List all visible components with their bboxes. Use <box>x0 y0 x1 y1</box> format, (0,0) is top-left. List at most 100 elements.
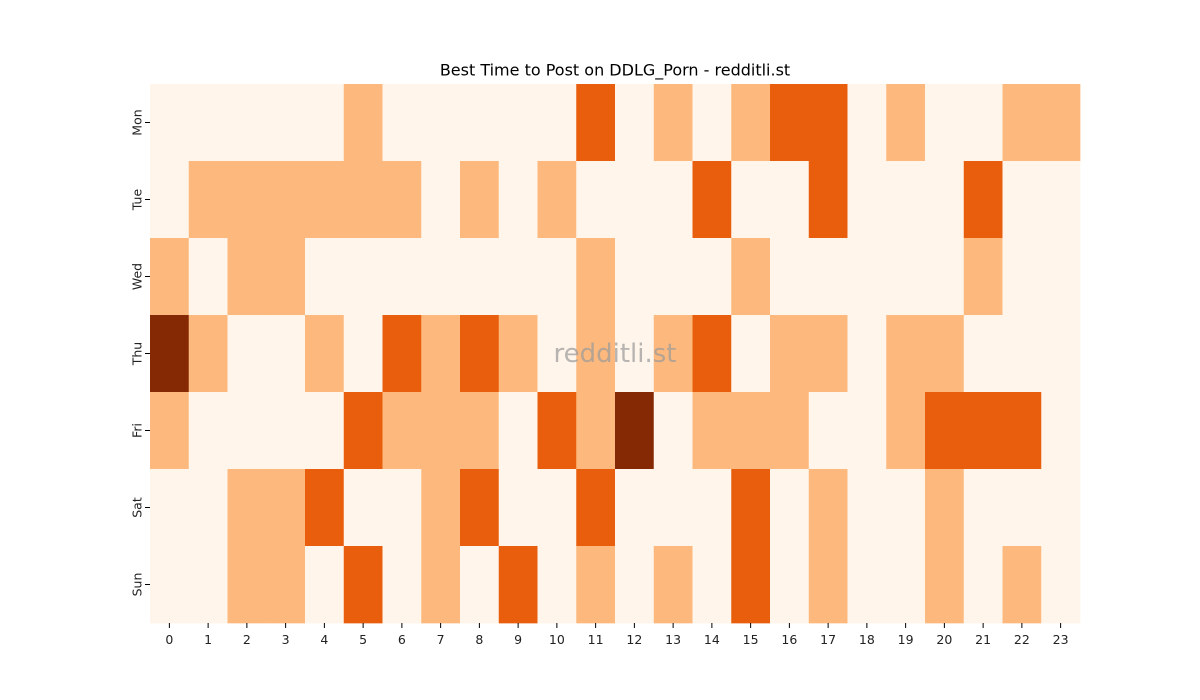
heatmap-cell-sat-1 <box>188 469 228 547</box>
heatmap-cell-fri-10 <box>537 392 577 470</box>
heatmap-cell-tue-4 <box>305 161 345 239</box>
heatmap-cell-mon-7 <box>421 84 461 162</box>
heatmap-cell-sun-12 <box>615 546 655 624</box>
heatmap-cell-tue-6 <box>382 161 422 239</box>
heatmap-cell-sun-15 <box>731 546 771 624</box>
heatmap-cell-sun-5 <box>343 546 383 624</box>
heatmap-cell-thu-0 <box>150 315 190 393</box>
heatmap-cell-mon-13 <box>653 84 693 162</box>
heatmap-cell-fri-15 <box>731 392 771 470</box>
heatmap-cell-tue-3 <box>266 161 306 239</box>
heatmap-cell-mon-1 <box>188 84 228 162</box>
heatmap-cell-sun-3 <box>266 546 306 624</box>
heatmap-cell-tue-15 <box>731 161 771 239</box>
heatmap-cell-sun-6 <box>382 546 422 624</box>
heatmap-cell-mon-5 <box>343 84 383 162</box>
heatmap-cell-mon-4 <box>305 84 345 162</box>
heatmap-cell-sun-16 <box>770 546 810 624</box>
heatmap-cell-thu-16 <box>770 315 810 393</box>
y-tick-label-fri: Fri <box>130 423 145 438</box>
y-tick-label-mon: Mon <box>130 109 145 135</box>
heatmap-cell-tue-10 <box>537 161 577 239</box>
y-axis: Mon Tue Wed Thu Fri Sat Sun <box>130 109 150 597</box>
heatmap-cell-fri-4 <box>305 392 345 470</box>
heatmap-cell-thu-5 <box>343 315 383 393</box>
heatmap-cell-wed-13 <box>653 238 693 316</box>
heatmap-cell-sat-21 <box>963 469 1003 547</box>
x-tick-label-21: 21 <box>975 632 991 647</box>
heatmap-cell-sun-4 <box>305 546 345 624</box>
x-tick-label-11: 11 <box>588 632 604 647</box>
heatmap-cell-sun-20 <box>925 546 965 624</box>
x-tick-label-14: 14 <box>704 632 720 647</box>
heatmap-cell-tue-14 <box>692 161 732 239</box>
heatmap-cell-wed-2 <box>227 238 267 316</box>
heatmap-cell-sat-3 <box>266 469 306 547</box>
heatmap-cell-sat-2 <box>227 469 267 547</box>
heatmap-cell-wed-16 <box>770 238 810 316</box>
y-tick-label-sun: Sun <box>130 573 145 597</box>
heatmap-cell-tue-5 <box>343 161 383 239</box>
heatmap-cell-mon-22 <box>1002 84 1042 162</box>
heatmap-cell-tue-8 <box>460 161 500 239</box>
heatmap-cell-mon-11 <box>576 84 616 162</box>
heatmap-cell-mon-8 <box>460 84 500 162</box>
heatmap-cell-fri-13 <box>653 392 693 470</box>
heatmap-cell-sun-8 <box>460 546 500 624</box>
heatmap-cell-thu-19 <box>886 315 926 393</box>
heatmap-cell-thu-7 <box>421 315 461 393</box>
heatmap-cell-wed-9 <box>498 238 538 316</box>
heatmap-cell-thu-15 <box>731 315 771 393</box>
heatmap-cell-thu-10 <box>537 315 577 393</box>
heatmap-cell-fri-7 <box>421 392 461 470</box>
heatmap-cell-tue-20 <box>925 161 965 239</box>
x-tick-label-2: 2 <box>243 632 251 647</box>
heatmap-cell-fri-22 <box>1002 392 1042 470</box>
y-tick-label-thu: Thu <box>130 342 145 366</box>
heatmap-cell-sun-14 <box>692 546 732 624</box>
heatmap-cell-tue-18 <box>847 161 887 239</box>
x-tick-label-23: 23 <box>1053 632 1069 647</box>
heatmap-cell-sat-0 <box>150 469 190 547</box>
x-tick-label-13: 13 <box>665 632 681 647</box>
heatmap-cell-fri-6 <box>382 392 422 470</box>
heatmap-cell-fri-0 <box>150 392 190 470</box>
x-axis: 0 1 2 3 4 5 6 7 8 9 10 11 12 13 14 15 16 17 18 19 20 21 22 23 <box>165 623 1069 647</box>
heatmap-cell-fri-14 <box>692 392 732 470</box>
heatmap-cell-sun-0 <box>150 546 190 624</box>
heatmap-cell-tue-17 <box>808 161 848 239</box>
heatmap-cell-wed-20 <box>925 238 965 316</box>
heatmap-cell-wed-11 <box>576 238 616 316</box>
heatmap-cell-fri-1 <box>188 392 228 470</box>
heatmap-cell-sun-10 <box>537 546 577 624</box>
heatmap-cell-sat-14 <box>692 469 732 547</box>
heatmap-cell-sat-6 <box>382 469 422 547</box>
heatmap-cell-mon-15 <box>731 84 771 162</box>
heatmap-cell-tue-1 <box>188 161 228 239</box>
heatmap-cell-thu-2 <box>227 315 267 393</box>
heatmap-cell-sat-17 <box>808 469 848 547</box>
y-tick-label-sat: Sat <box>130 497 145 518</box>
heatmap-cell-fri-11 <box>576 392 616 470</box>
heatmap-cell-fri-9 <box>498 392 538 470</box>
heatmap-cell-mon-16 <box>770 84 810 162</box>
heatmap-cell-thu-4 <box>305 315 345 393</box>
heatmap-cell-thu-14 <box>692 315 732 393</box>
heatmap-cell-tue-13 <box>653 161 693 239</box>
heatmap-cell-thu-20 <box>925 315 965 393</box>
heatmap-cell-tue-16 <box>770 161 810 239</box>
heatmap-cell-fri-3 <box>266 392 306 470</box>
heatmap-cell-thu-13 <box>653 315 693 393</box>
x-tick-label-5: 5 <box>359 632 367 647</box>
heatmap-cell-fri-19 <box>886 392 926 470</box>
heatmap-cell-wed-3 <box>266 238 306 316</box>
x-tick-label-1: 1 <box>204 632 212 647</box>
chart-title: Best Time to Post on DDLG_Porn - redditl… <box>440 61 790 81</box>
heatmap-cell-tue-12 <box>615 161 655 239</box>
heatmap-cell-sun-21 <box>963 546 1003 624</box>
heatmap-cell-fri-23 <box>1041 392 1081 470</box>
heatmap-cell-sat-4 <box>305 469 345 547</box>
heatmap-cell-thu-11 <box>576 315 616 393</box>
heatmap-cell-mon-20 <box>925 84 965 162</box>
